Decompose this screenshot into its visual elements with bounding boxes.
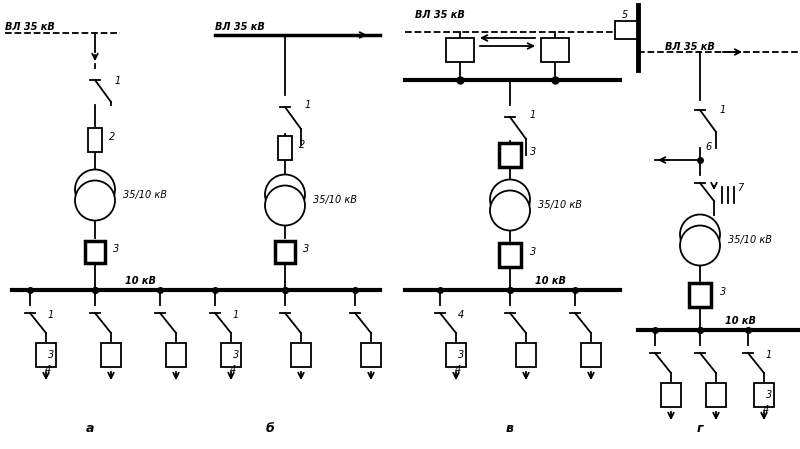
Bar bbox=[581, 343, 601, 367]
Text: 1: 1 bbox=[530, 110, 536, 120]
Bar bbox=[499, 243, 521, 267]
Bar bbox=[221, 343, 241, 367]
Circle shape bbox=[265, 185, 305, 225]
Bar bbox=[275, 241, 295, 263]
Text: 1: 1 bbox=[115, 76, 122, 86]
Text: 35/10 кВ: 35/10 кВ bbox=[123, 190, 167, 200]
Text: 3: 3 bbox=[113, 244, 119, 254]
Circle shape bbox=[75, 180, 115, 220]
Text: 7: 7 bbox=[737, 183, 743, 193]
Text: 10 кВ: 10 кВ bbox=[125, 276, 156, 286]
Bar bbox=[706, 383, 726, 407]
Text: 2: 2 bbox=[109, 132, 115, 142]
Bar bbox=[446, 343, 466, 367]
Text: ВЛ 35 кВ: ВЛ 35 кВ bbox=[415, 10, 465, 20]
Bar bbox=[36, 343, 56, 367]
Text: 2: 2 bbox=[299, 140, 306, 150]
Text: в: в bbox=[506, 422, 514, 435]
Bar bbox=[101, 343, 121, 367]
Bar bbox=[166, 343, 186, 367]
Text: 35/10 кВ: 35/10 кВ bbox=[728, 235, 772, 245]
Text: 35/10 кВ: 35/10 кВ bbox=[538, 200, 582, 210]
Text: 3: 3 bbox=[530, 147, 536, 157]
Bar bbox=[88, 128, 102, 152]
Bar bbox=[615, 21, 637, 39]
Circle shape bbox=[490, 190, 530, 230]
Text: 1: 1 bbox=[305, 100, 311, 110]
Bar bbox=[446, 38, 474, 62]
Text: ВЛ 35 кВ: ВЛ 35 кВ bbox=[215, 22, 265, 32]
Text: 1: 1 bbox=[720, 105, 726, 115]
Text: ВЛ 35 кВ: ВЛ 35 кВ bbox=[5, 22, 54, 32]
Text: ВЛ 35 кВ: ВЛ 35 кВ bbox=[665, 42, 714, 52]
Text: 4: 4 bbox=[763, 405, 770, 415]
Text: б: б bbox=[266, 422, 274, 435]
Text: 3: 3 bbox=[530, 247, 536, 257]
Bar bbox=[689, 283, 711, 307]
Text: г: г bbox=[697, 422, 703, 435]
Text: 35/10 кВ: 35/10 кВ bbox=[313, 195, 357, 205]
Bar bbox=[361, 343, 381, 367]
Bar bbox=[754, 383, 774, 407]
Text: 3: 3 bbox=[48, 350, 54, 360]
Text: 1: 1 bbox=[233, 310, 239, 320]
Text: 10 кВ: 10 кВ bbox=[535, 276, 566, 286]
Text: 5: 5 bbox=[622, 10, 628, 20]
Bar bbox=[516, 343, 536, 367]
Text: 3: 3 bbox=[720, 287, 726, 297]
Bar bbox=[499, 143, 521, 167]
Text: 3: 3 bbox=[233, 350, 239, 360]
Circle shape bbox=[680, 225, 720, 265]
Bar bbox=[661, 383, 681, 407]
Text: 4: 4 bbox=[45, 365, 51, 375]
Circle shape bbox=[680, 215, 720, 255]
Text: 6: 6 bbox=[705, 142, 711, 152]
Bar bbox=[291, 343, 311, 367]
Bar bbox=[85, 241, 105, 263]
Text: 4: 4 bbox=[455, 365, 462, 375]
Bar bbox=[541, 38, 569, 62]
Text: 1: 1 bbox=[48, 310, 54, 320]
Text: 4: 4 bbox=[230, 365, 236, 375]
Text: 3: 3 bbox=[766, 390, 772, 400]
Circle shape bbox=[75, 170, 115, 210]
Text: 4: 4 bbox=[458, 310, 464, 320]
Text: а: а bbox=[86, 422, 94, 435]
Bar bbox=[278, 136, 292, 160]
Circle shape bbox=[490, 180, 530, 220]
Text: 3: 3 bbox=[303, 244, 310, 254]
Text: 3: 3 bbox=[458, 350, 464, 360]
Text: 10 кВ: 10 кВ bbox=[725, 316, 756, 326]
Text: 1: 1 bbox=[766, 350, 772, 360]
Circle shape bbox=[265, 175, 305, 215]
